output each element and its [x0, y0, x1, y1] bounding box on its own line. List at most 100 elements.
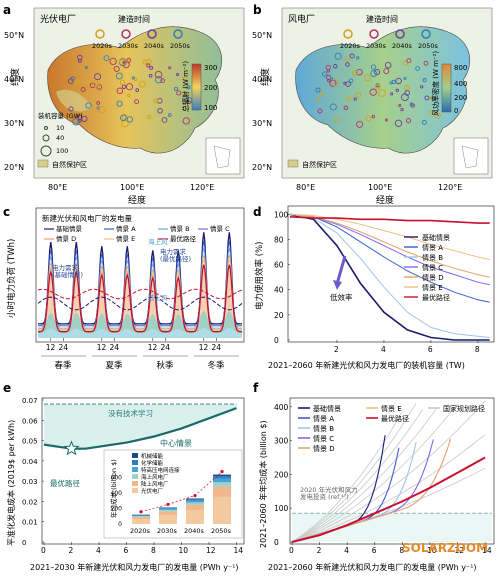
panel-f-investment-note: 2020 年光伏和风力发电投资 (ref.⁴⁷): [300, 485, 358, 501]
wind-plant-marker: [346, 96, 352, 102]
annot-demand-base: 电力需求(基础情景): [52, 263, 83, 279]
wind-plant-marker: [343, 105, 349, 111]
panel-d-legend-label: 情景 E: [422, 283, 443, 292]
wind-plant-marker: [371, 114, 376, 119]
solar-plant-marker: [161, 117, 168, 123]
panel-b-lat-20: 20°N: [252, 163, 272, 172]
solar-plant-marker: [176, 72, 180, 77]
solar-plant-marker: [92, 80, 99, 87]
panel-a-protected-label: 自然保护区: [52, 160, 87, 169]
wind-plant-marker: [395, 88, 399, 93]
solar-plant-marker: [67, 78, 74, 85]
solar-plant-marker: [139, 80, 146, 88]
panel-a-decade-legend: 2020s 2030s 2040s 2050s: [92, 29, 191, 50]
panel-c-x-tick-label: 24: [161, 343, 171, 352]
wind-plant-marker: [422, 78, 427, 83]
panel-c-legend-label: 情景 B: [170, 224, 190, 233]
panel-d-x-tick-label: 8: [475, 345, 480, 354]
legend-b-2020s-marker: [343, 29, 353, 39]
panel-a-colorbar: [191, 63, 202, 111]
solar-plant-marker: [121, 84, 127, 89]
capacity-100-marker: [40, 145, 52, 157]
solar-plant-marker: [174, 86, 179, 91]
panel-f-x-tick-label: 4: [344, 546, 349, 555]
inset-bar-segment: [186, 498, 204, 500]
solar-plant-marker: [120, 114, 127, 122]
panel-e-y-tick-label: 0.02: [22, 498, 38, 506]
wind-plant-marker: [391, 79, 396, 85]
wind-plant-marker: [316, 97, 321, 102]
solar-plant-marker: [116, 87, 124, 95]
wind-plant-marker: [334, 52, 342, 60]
solar-plant-marker: [157, 108, 163, 114]
solar-plant-marker: [154, 70, 163, 79]
panel-c-legend: 基础情景 情景 A 情景 B 情景 C 情景 D 情景 E 最优路径: [44, 224, 230, 243]
solar-plant-marker: [182, 117, 190, 125]
solar-plant-marker: [73, 79, 79, 85]
legend-2020s-marker: [95, 29, 105, 39]
inset-bar-segment: [213, 476, 231, 479]
panel-b-cb-tick-200: 200: [454, 94, 467, 102]
solar-plant-marker: [176, 90, 182, 96]
optimal-path-star: [63, 440, 80, 456]
legend-b-2030s-marker: [369, 29, 379, 39]
solar-plant-marker: [125, 83, 134, 91]
solar-plant-marker: [98, 106, 106, 114]
solar-plant-marker: [167, 113, 172, 117]
inset-bar-segment: [132, 517, 150, 519]
wind-plant-marker: [383, 68, 390, 75]
solar-plant-marker: [131, 76, 135, 80]
inset-bar-segment: [159, 507, 177, 508]
panel-e-inset: 2020s 2030s 2040s 2050s 0 200 400 600 机械储能化学储能特高…: [103, 449, 243, 539]
wind-plant-marker: [403, 76, 407, 80]
panel-b-lon-80: 80°E: [296, 183, 315, 192]
panel-d-y-tick-label: 100: [274, 210, 289, 219]
panel-d-line-情景 B: [289, 213, 490, 338]
wind-plant-marker: [405, 118, 412, 124]
panel-c-letter: c: [3, 205, 10, 219]
solar-plant-marker: [168, 66, 172, 70]
panel-e-y-tick-label: 0: [22, 539, 26, 547]
protected-area-region: [56, 89, 92, 112]
inset-bar-segment: [186, 499, 204, 501]
panel-e-y-tick-label: 0.07: [22, 397, 38, 405]
inset-bar-segment: [213, 496, 231, 524]
panel-c-x-tick-label: 12: [97, 343, 107, 352]
panel-e-x-tick-label: 12: [206, 546, 216, 555]
panel-b-lon-100: 100°E: [368, 183, 392, 192]
solar-plant-marker: [147, 114, 152, 119]
low-efficiency-arrowhead: [333, 280, 342, 290]
solar-plant-marker: [134, 99, 140, 105]
solar-plant-marker: [81, 115, 88, 123]
panel-a-capacity-title: 装机容量 (GW): [38, 111, 83, 120]
wind-plant-marker: [400, 107, 404, 112]
panel-e-x-tick-label: 10: [179, 546, 189, 555]
panel-d-y-tick-label: 0: [274, 336, 279, 345]
panel-c-x-tick-label: 24: [59, 343, 69, 352]
inset-legend-swatch: [132, 460, 138, 465]
wind-plant-marker: [406, 58, 412, 64]
panel-d-y-tick-label: 60: [274, 261, 284, 270]
panel-a-lat-30: 30°N: [4, 119, 24, 128]
panel-e-x-tick-label: 8: [151, 546, 156, 555]
panel-c-legend-label: 情景 E: [116, 234, 135, 243]
inset-bar-segment: [132, 515, 150, 517]
capacity-100-label: 100: [56, 147, 68, 155]
panel-b-south-china-sea-inset: [453, 137, 489, 175]
panel-d-y-tick-label: 80: [274, 235, 284, 244]
panel-b-cb-tick-0: 0: [454, 107, 458, 115]
panel-b-cb-tick-800: 800: [454, 64, 467, 72]
panel-a-lon-100: 100°E: [120, 183, 144, 192]
panel-f-legend-label: 国家规划路径: [443, 404, 485, 413]
panel-f-legend-label: 基础情景: [313, 404, 341, 413]
panel-c-x-tick-label: 24: [110, 343, 120, 352]
panel-c-legend-label: 情景 C: [210, 224, 230, 233]
wind-plant-marker: [384, 61, 392, 69]
inset-bar-segment: [159, 508, 177, 510]
wind-plant-marker: [374, 69, 381, 76]
panel-f-legend-label: 情景 D: [313, 444, 335, 453]
panel-b-ylabel: 纬度: [259, 68, 271, 86]
panel-c-x-tick-label: 12: [46, 343, 56, 352]
solar-plant-marker: [80, 87, 86, 92]
panel-a-lat-20: 20°N: [4, 163, 24, 172]
